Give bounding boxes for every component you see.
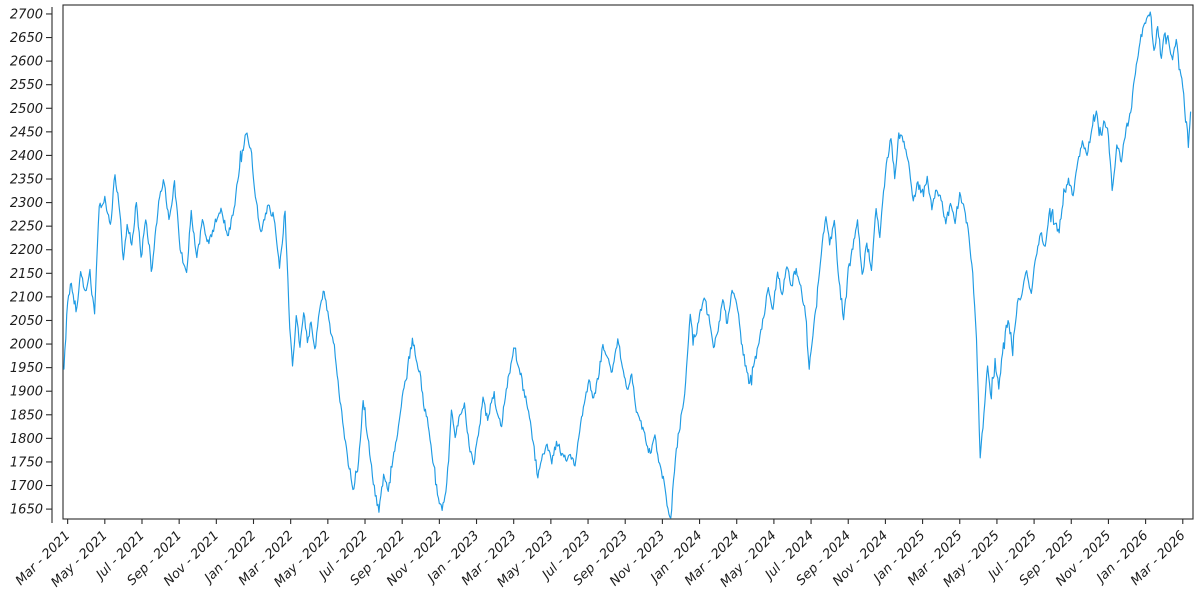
y-tick-label: 1650 bbox=[10, 503, 43, 518]
y-tick-label: 2350 bbox=[10, 173, 43, 188]
y-tick-label: 2600 bbox=[10, 55, 43, 70]
y-tick-label: 1950 bbox=[10, 361, 43, 376]
plot-frame bbox=[62, 4, 1194, 520]
y-tick-label: 1750 bbox=[10, 455, 43, 470]
y-tick-label: 2400 bbox=[10, 149, 43, 164]
y-tick-label: 2150 bbox=[10, 267, 43, 282]
y-tick-label: 2500 bbox=[10, 102, 43, 117]
y-tick-label: 1850 bbox=[10, 408, 43, 423]
y-tick-label: 2100 bbox=[10, 290, 43, 305]
y-tick-label: 2000 bbox=[10, 338, 43, 353]
y-tick-label: 2650 bbox=[10, 31, 43, 46]
y-tick-label: 2550 bbox=[10, 78, 43, 93]
y-tick-label: 2250 bbox=[10, 220, 43, 235]
y-tick-label: 1800 bbox=[10, 432, 43, 447]
y-tick-label: 2200 bbox=[10, 243, 43, 258]
price-series-line bbox=[63, 11, 1192, 519]
y-tick-label: 2450 bbox=[10, 125, 43, 140]
y-tick-label: 1900 bbox=[10, 385, 43, 400]
y-tick-label: 2300 bbox=[10, 196, 43, 211]
y-tick-label: 2050 bbox=[10, 314, 43, 329]
y-tick-label: 2700 bbox=[10, 7, 43, 22]
y-tick-label: 1700 bbox=[10, 479, 43, 494]
